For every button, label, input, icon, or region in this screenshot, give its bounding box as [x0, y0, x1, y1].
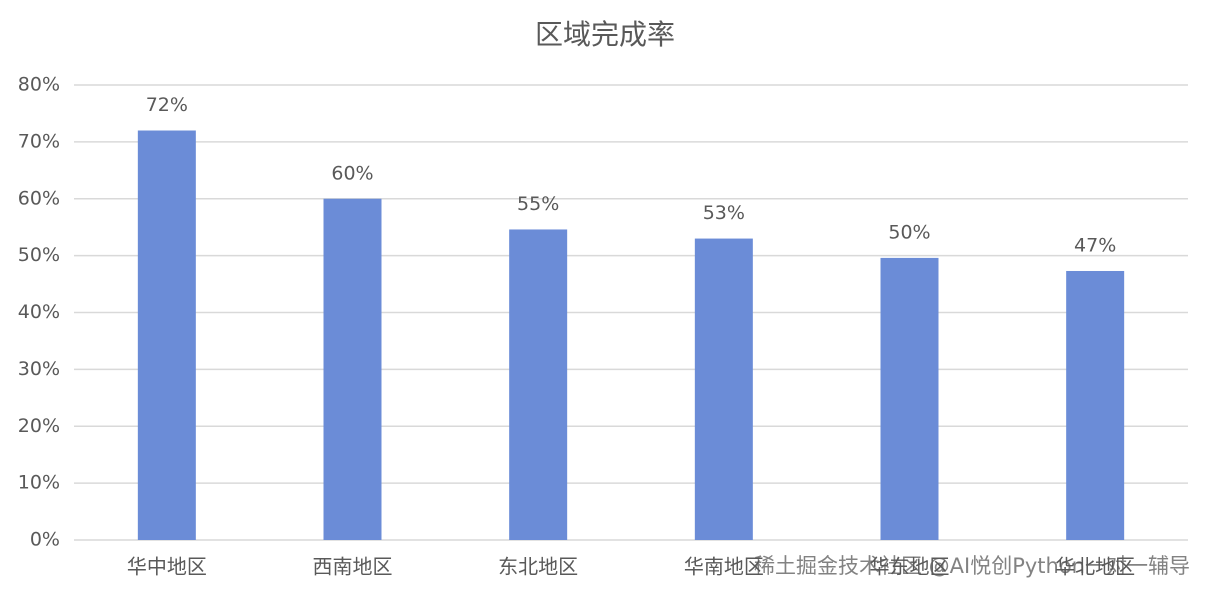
- data-label: 72%: [146, 94, 188, 116]
- y-tick-label: 60%: [18, 187, 60, 209]
- data-label: 60%: [331, 162, 373, 184]
- y-tick-label: 30%: [18, 358, 60, 380]
- bar: [137, 130, 196, 540]
- watermark: 稀土掘金技术社区 @AI悦创Python一对一辅导: [754, 554, 1190, 578]
- x-tick-label: 东北地区: [498, 555, 578, 579]
- y-tick-label: 10%: [18, 472, 60, 494]
- x-tick-label: 华中地区: [127, 555, 207, 579]
- y-tick-label: 40%: [18, 301, 60, 323]
- y-tick-label: 20%: [18, 415, 60, 437]
- x-tick-label: 西南地区: [313, 555, 393, 579]
- bar: [1066, 270, 1125, 540]
- x-tick-label: 华东地区: [870, 555, 950, 579]
- y-tick-label: 80%: [18, 74, 60, 96]
- y-tick-label: 50%: [18, 244, 60, 266]
- bar: [694, 238, 753, 540]
- bar: [880, 257, 939, 540]
- data-label: 50%: [888, 221, 930, 243]
- data-label: 53%: [703, 202, 745, 224]
- y-tick-label: 0%: [30, 529, 60, 551]
- y-tick-label: 70%: [18, 130, 60, 152]
- chart-title: 区域完成率: [535, 18, 675, 51]
- x-tick-label: 华北地区: [1055, 555, 1135, 579]
- bar: [509, 229, 568, 540]
- bar: [323, 198, 382, 540]
- x-tick-label: 华南地区: [684, 555, 764, 579]
- data-label: 47%: [1074, 234, 1116, 256]
- data-label: 55%: [517, 193, 559, 215]
